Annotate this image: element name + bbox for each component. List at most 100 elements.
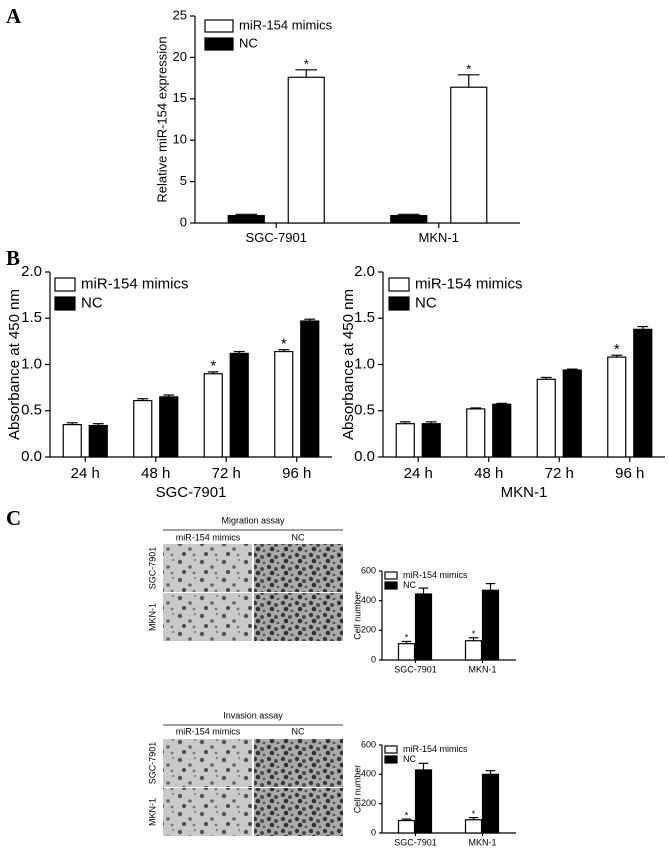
bar <box>464 640 483 661</box>
x-tick-label: MKN-1 <box>468 665 496 675</box>
y-tick-label: 10 <box>173 132 187 147</box>
significance-mark: * <box>405 810 409 820</box>
legend-swatch <box>54 296 76 311</box>
y-tick-label: 600 <box>361 565 376 575</box>
bar <box>287 76 325 224</box>
bar <box>300 320 320 458</box>
legend-label: miR-154 mimics <box>403 570 468 580</box>
bar <box>133 399 153 458</box>
micrograph-title: Invasion assay <box>223 710 283 720</box>
y-tick-label: 400 <box>361 595 376 605</box>
bar <box>203 373 223 458</box>
significance-mark: * <box>210 358 216 375</box>
legend-label: miR-154 mimics <box>239 17 333 32</box>
x-tick-label: 72 h <box>212 465 241 482</box>
column-label: miR-154 mimics <box>176 726 241 736</box>
micrograph <box>254 544 343 592</box>
significance-mark: * <box>466 62 471 77</box>
micrograph <box>254 739 343 787</box>
y-tick-label: 1.5 <box>21 309 42 326</box>
legend-label: NC <box>239 35 258 50</box>
bar <box>88 424 108 458</box>
significance-mark: * <box>281 335 287 352</box>
bar <box>464 819 483 834</box>
significance-mark: * <box>304 57 309 72</box>
x-tick-label: 24 h <box>404 465 433 482</box>
bar <box>159 396 179 458</box>
y-tick-label: 1.0 <box>21 355 42 372</box>
bar <box>227 214 265 224</box>
y-tick-label: 0.0 <box>21 448 42 465</box>
y-tick-label: 0 <box>371 654 376 664</box>
micrograph <box>163 739 252 787</box>
bar <box>450 86 488 224</box>
x-tick-label: 48 h <box>474 465 503 482</box>
y-axis-label: Cell number <box>352 765 362 814</box>
legend-swatch <box>384 745 398 754</box>
y-tick-label: 0.5 <box>21 402 42 419</box>
y-tick-label: 5 <box>180 173 187 188</box>
bar <box>562 369 582 458</box>
x-axis-label: MKN-1 <box>501 484 548 501</box>
y-tick-label: 2.0 <box>21 263 42 280</box>
x-tick-label: 24 h <box>71 465 100 482</box>
y-tick-label: 200 <box>361 798 376 808</box>
legend-swatch <box>204 19 234 33</box>
bar <box>390 214 428 224</box>
panel-label: C <box>6 506 21 530</box>
y-tick-label: 200 <box>361 625 376 635</box>
bar <box>414 593 433 661</box>
y-axis-label: Absorbance at 450 nm <box>6 289 23 440</box>
y-tick-label: 25 <box>173 7 187 22</box>
legend-label: miR-154 mimics <box>403 744 468 754</box>
legend-swatch <box>54 277 76 292</box>
legend-label: NC <box>403 580 416 590</box>
bar <box>414 769 433 834</box>
bar <box>466 408 486 458</box>
legend-label: NC <box>415 294 437 311</box>
row-label: MKN-1 <box>147 798 157 826</box>
y-tick-label: 2.0 <box>354 263 375 280</box>
y-tick-label: 0.0 <box>354 448 375 465</box>
y-tick-label: 1.0 <box>354 355 375 372</box>
bar <box>607 356 627 458</box>
bar <box>397 643 416 661</box>
legend-label: miR-154 mimics <box>415 275 523 292</box>
x-tick-label: SGC-7901 <box>246 230 307 245</box>
legend-swatch <box>384 571 398 580</box>
significance-mark: * <box>472 629 476 639</box>
panel-label: B <box>6 246 20 270</box>
bar <box>481 589 500 661</box>
micrograph <box>163 544 252 592</box>
significance-mark: * <box>614 341 620 358</box>
x-tick-label: SGC-7901 <box>394 838 437 848</box>
micrograph <box>163 593 252 641</box>
legend-swatch <box>388 296 410 311</box>
bar <box>481 773 500 834</box>
y-tick-label: 15 <box>173 90 187 105</box>
y-tick-label: 0 <box>371 827 376 837</box>
bar <box>421 423 441 458</box>
x-tick-label: 48 h <box>141 465 170 482</box>
y-tick-label: 20 <box>173 49 187 64</box>
x-tick-label: 96 h <box>615 465 644 482</box>
legend-label: NC <box>81 294 103 311</box>
y-tick-label: 0.5 <box>354 402 375 419</box>
column-label: NC <box>292 532 305 542</box>
micrograph <box>254 593 343 641</box>
y-tick-label: 1.5 <box>354 309 375 326</box>
row-label: SGC-7901 <box>147 547 157 590</box>
legend-swatch <box>204 37 234 51</box>
bar <box>229 352 249 458</box>
x-tick-label: 96 h <box>282 465 311 482</box>
bar <box>62 424 82 458</box>
bar <box>274 350 294 458</box>
x-tick-label: MKN-1 <box>419 230 459 245</box>
y-tick-label: 400 <box>361 769 376 779</box>
y-axis-label: Relative miR-154 expression <box>154 36 169 202</box>
row-label: SGC-7901 <box>147 742 157 785</box>
significance-mark: * <box>405 633 409 643</box>
legend-label: NC <box>403 754 416 764</box>
y-tick-label: 0 <box>180 214 187 229</box>
